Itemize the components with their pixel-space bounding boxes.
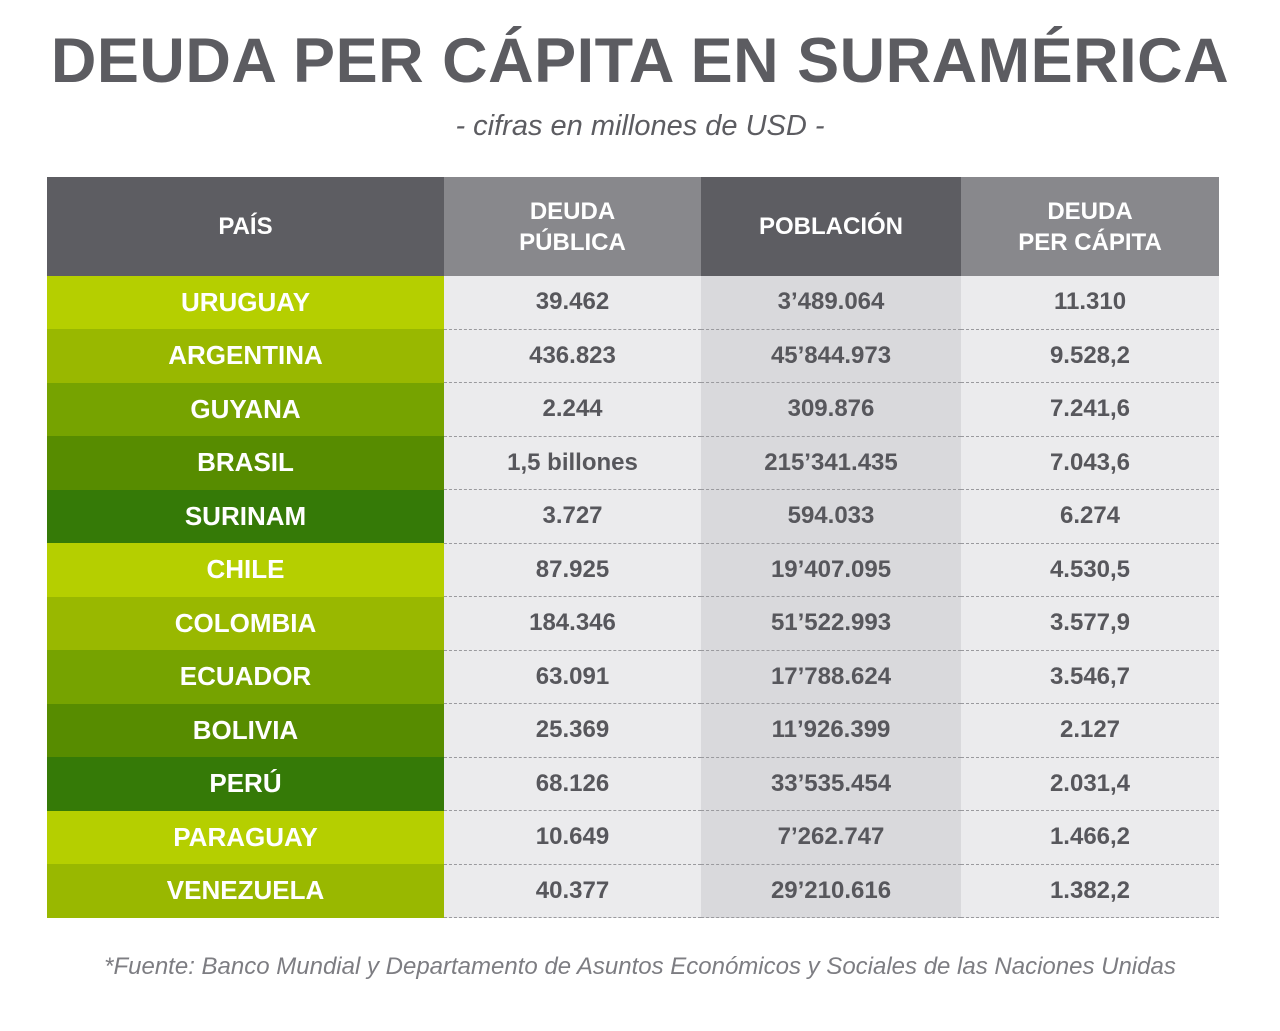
column-header-per-capita: DEUDA PER CÁPITA (961, 177, 1219, 276)
per-capita-cell: 3.546,7 (961, 650, 1219, 704)
population-cell: 45’844.973 (701, 329, 961, 383)
public-debt-cell: 40.377 (444, 864, 701, 918)
population-cell: 33’535.454 (701, 757, 961, 811)
country-cell: PARAGUAY (47, 810, 444, 864)
country-cell: BRASIL (47, 436, 444, 490)
table-row: BRASIL 1,5 billones 215’341.435 7.043,6 (47, 436, 1219, 490)
per-capita-cell: 9.528,2 (961, 329, 1219, 383)
public-debt-cell: 1,5 billones (444, 436, 701, 490)
table-row: PARAGUAY 10.649 7’262.747 1.466,2 (47, 810, 1219, 865)
per-capita-cell: 1.382,2 (961, 864, 1219, 918)
public-debt-cell: 63.091 (444, 650, 701, 704)
page-title: DEUDA PER CÁPITA EN SURAMÉRICA (50, 26, 1230, 96)
country-cell: PERÚ (47, 757, 444, 811)
country-cell: CHILE (47, 543, 444, 597)
public-debt-cell: 436.823 (444, 329, 701, 383)
country-cell: VENEZUELA (47, 864, 444, 918)
public-debt-cell: 10.649 (444, 810, 701, 865)
per-capita-cell: 2.031,4 (961, 757, 1219, 811)
country-cell: GUYANA (47, 382, 444, 436)
population-cell: 29’210.616 (701, 864, 961, 918)
per-capita-cell: 7.241,6 (961, 382, 1219, 437)
population-cell: 11’926.399 (701, 703, 961, 758)
population-cell: 19’407.095 (701, 543, 961, 597)
per-capita-cell: 2.127 (961, 703, 1219, 758)
country-cell: SURINAM (47, 489, 444, 543)
population-cell: 51’522.993 (701, 596, 961, 651)
population-cell: 309.876 (701, 382, 961, 437)
column-header-country: PAÍS (47, 177, 444, 276)
debt-table: PAÍS DEUDA PÚBLICA POBLACIÓN DEUDA PER CÁP… (47, 177, 1219, 918)
per-capita-cell: 4.530,5 (961, 543, 1219, 597)
country-cell: COLOMBIA (47, 596, 444, 650)
source-note: *Fuente: Banco Mundial y Departamento de… (104, 953, 1176, 980)
table-row: SURINAM 3.727 594.033 6.274 (47, 489, 1219, 544)
per-capita-cell: 7.043,6 (961, 436, 1219, 490)
per-capita-cell: 1.466,2 (961, 810, 1219, 865)
table-row: ARGENTINA 436.823 45’844.973 9.528,2 (47, 329, 1219, 383)
population-cell: 594.033 (701, 489, 961, 544)
column-header-public-debt: DEUDA PÚBLICA (444, 177, 701, 276)
page-subtitle: - cifras en millones de USD - (455, 110, 825, 142)
table-header-row: PAÍS DEUDA PÚBLICA POBLACIÓN DEUDA PER CÁP… (47, 177, 1219, 276)
population-cell: 17’788.624 (701, 650, 961, 704)
column-header-population: POBLACIÓN (701, 177, 961, 276)
public-debt-cell: 2.244 (444, 382, 701, 437)
public-debt-cell: 87.925 (444, 543, 701, 597)
public-debt-cell: 25.369 (444, 703, 701, 758)
country-cell: URUGUAY (47, 276, 444, 329)
table-body: URUGUAY 39.462 3’489.064 11.310 ARGENTINA 436… (47, 276, 1219, 918)
per-capita-cell: 3.577,9 (961, 596, 1219, 651)
table-row: URUGUAY 39.462 3’489.064 11.310 (47, 276, 1219, 330)
table-row: GUYANA 2.244 309.876 7.241,6 (47, 382, 1219, 437)
country-cell: ARGENTINA (47, 329, 444, 383)
public-debt-cell: 184.346 (444, 596, 701, 651)
table-row: PERÚ 68.126 33’535.454 2.031,4 (47, 757, 1219, 811)
table-row: BOLIVIA 25.369 11’926.399 2.127 (47, 703, 1219, 758)
country-cell: ECUADOR (47, 650, 444, 704)
table-row: CHILE 87.925 19’407.095 4.530,5 (47, 543, 1219, 597)
country-cell: BOLIVIA (47, 703, 444, 757)
table-row: ECUADOR 63.091 17’788.624 3.546,7 (47, 650, 1219, 704)
table-row: COLOMBIA 184.346 51’522.993 3.577,9 (47, 596, 1219, 651)
per-capita-cell: 6.274 (961, 489, 1219, 544)
population-cell: 215’341.435 (701, 436, 961, 490)
public-debt-cell: 3.727 (444, 489, 701, 544)
public-debt-cell: 68.126 (444, 757, 701, 811)
table-row: VENEZUELA 40.377 29’210.616 1.382,2 (47, 864, 1219, 918)
population-cell: 7’262.747 (701, 810, 961, 865)
per-capita-cell: 11.310 (961, 276, 1219, 330)
public-debt-cell: 39.462 (444, 276, 701, 330)
population-cell: 3’489.064 (701, 276, 961, 330)
